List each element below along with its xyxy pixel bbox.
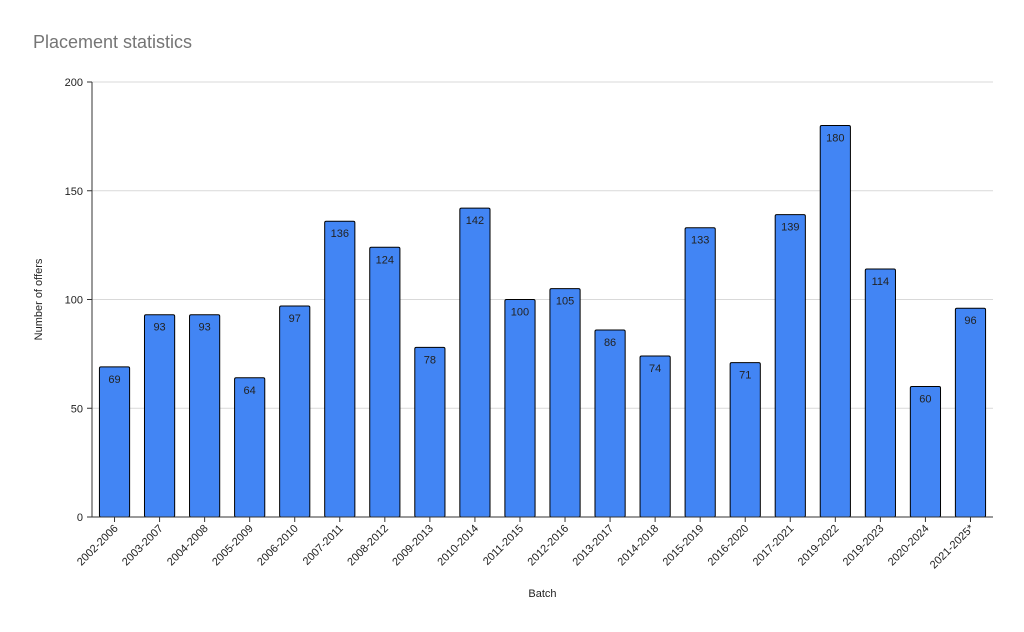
bar [189, 314, 221, 518]
x-tick-label: 2007-2011 [301, 523, 346, 568]
bar-value-label: 133 [691, 235, 709, 247]
x-tick-label: 2016-2020 [706, 523, 752, 569]
bar [684, 227, 716, 518]
bar-value-label: 60 [919, 394, 931, 406]
x-tick-label: 2005-2009 [210, 523, 256, 569]
bar [459, 207, 491, 518]
x-tick-label: 2019-2023 [841, 523, 887, 569]
bar-value-label: 124 [376, 254, 394, 266]
bar [98, 366, 131, 518]
bar-value-label: 136 [331, 228, 349, 240]
bar [639, 355, 671, 518]
bar [774, 214, 806, 518]
bar [414, 346, 446, 518]
bar-value-label: 86 [604, 337, 616, 349]
y-tick-label: 50 [71, 403, 83, 415]
bar-value-label: 69 [108, 374, 120, 386]
bar [369, 246, 401, 518]
bar-value-label: 105 [556, 296, 574, 308]
y-axis-label: Number of offers [33, 258, 45, 340]
bar-value-label: 97 [289, 313, 301, 325]
bar [594, 329, 626, 518]
x-tick-label: 2002-2006 [75, 523, 121, 569]
x-tick-label: 2021-2025* [928, 522, 977, 571]
bar-value-label: 180 [826, 133, 844, 145]
bar [729, 362, 761, 518]
bar-value-label: 74 [649, 363, 661, 375]
bar [324, 220, 356, 518]
bar [234, 377, 266, 518]
x-tick-label: 2014-2018 [616, 523, 662, 569]
y-tick-label: 0 [77, 512, 83, 524]
bar-value-label: 100 [511, 307, 529, 319]
bar-value-label: 142 [466, 215, 484, 227]
y-axis-ticks: 0 50 100 150 200 [65, 77, 92, 524]
bar-value-label: 64 [244, 385, 256, 397]
bar [279, 305, 311, 518]
x-tick-label: 2008-2012 [345, 523, 391, 569]
y-tick-label: 200 [65, 77, 83, 89]
bar-value-label: 93 [153, 322, 165, 334]
bar [909, 386, 942, 518]
bar-value-label: 78 [424, 354, 436, 366]
x-tick-label: 2010-2014 [435, 523, 481, 569]
bar-value-label: 93 [199, 322, 211, 334]
x-tick-label: 2017-2021 [751, 523, 797, 569]
x-axis-label: Batch [528, 588, 556, 600]
x-tick-label: 2015-2019 [661, 523, 707, 569]
bar [819, 125, 851, 518]
x-tick-label: 2019-2022 [796, 523, 842, 569]
bar [864, 268, 896, 518]
bar [549, 288, 581, 518]
bar-value-label: 114 [872, 276, 890, 288]
y-tick-label: 150 [65, 186, 83, 198]
x-tick-label: 2013-2017 [571, 523, 617, 569]
bar-value-label: 71 [739, 370, 751, 382]
bar-value-label: 139 [781, 222, 799, 234]
bar-value-label: 96 [964, 315, 976, 327]
x-tick-label: 2020-2024 [886, 523, 932, 569]
x-tick-label: 2009-2013 [390, 523, 436, 569]
x-axis-ticks: 2002-2006 2003-2007 2004-2008 2005-2009 2006… [75, 517, 977, 571]
bar [954, 307, 987, 518]
x-tick-label: 2012-2016 [525, 523, 571, 569]
bars: 69 93 93 64 97 136 124 78 142 100 105 86 74 133 71 139 1… [98, 125, 987, 518]
gridlines [92, 81, 993, 409]
bar [504, 299, 536, 518]
bar [143, 314, 176, 518]
chart-title: Placement statistics [33, 32, 193, 52]
x-tick-label: 2006-2010 [255, 523, 301, 569]
x-tick-label: 2003-2007 [120, 523, 166, 569]
y-tick-label: 100 [65, 295, 83, 307]
x-tick-label: 2004-2008 [165, 523, 211, 569]
x-tick-label: 2011-2015 [481, 523, 526, 568]
